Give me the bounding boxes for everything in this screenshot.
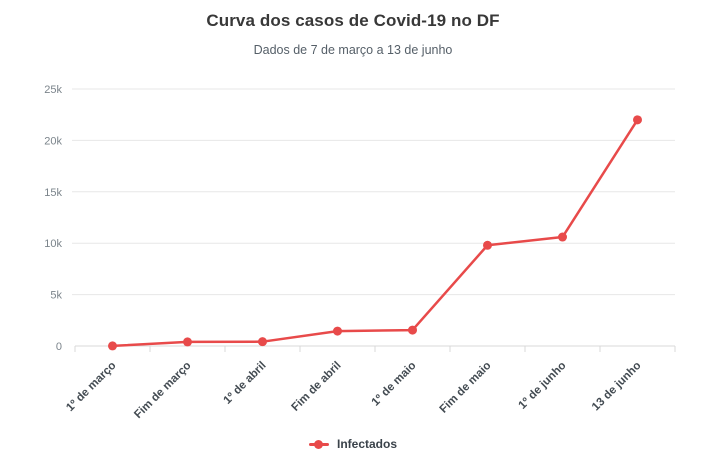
data-point[interactable] [558, 232, 567, 242]
x-tick-label: Fim de abril [289, 360, 343, 414]
y-tick-label: 25k [44, 84, 62, 96]
legend-item-infectados[interactable]: Infectados [308, 437, 397, 451]
chart-title: Curva dos casos de Covid-19 no DF [206, 11, 500, 30]
data-point[interactable] [333, 326, 342, 336]
x-tick-label: 1º de março [64, 360, 118, 414]
legend-marker-dot [313, 439, 323, 449]
y-tick-label: 10k [44, 238, 62, 250]
x-tick-label: 13 de junho [590, 360, 644, 414]
y-tick-label: 15k [44, 187, 62, 199]
chart-subtitle: Dados de 7 de março a 13 de junho [253, 43, 453, 57]
y-tick-label: 0 [56, 341, 62, 353]
legend: Infectados [0, 437, 706, 451]
data-point[interactable] [108, 341, 117, 351]
y-tick-label: 5k [50, 290, 62, 302]
legend-line-dot-icon [308, 439, 329, 449]
y-tick-label: 20k [44, 135, 62, 147]
x-tick-label: 1º de junho [517, 360, 569, 412]
data-point[interactable] [183, 337, 192, 347]
x-tick-label: 1º de maio [370, 360, 419, 409]
data-point[interactable] [408, 325, 417, 335]
data-point[interactable] [483, 240, 492, 250]
legend-label: Infectados [336, 437, 397, 451]
data-point[interactable] [633, 115, 642, 125]
data-point[interactable] [258, 337, 267, 347]
line-chart-plot: 0 5k 10k 15k 20k 25k 1º de março Fim de março 1º… [44, 84, 676, 421]
x-tick-label: 1º de abril [221, 360, 268, 407]
x-tick-label: Fim de março [132, 360, 193, 421]
x-tick-label: Fim de maio [438, 360, 494, 416]
series-line-infectados [111, 118, 639, 348]
